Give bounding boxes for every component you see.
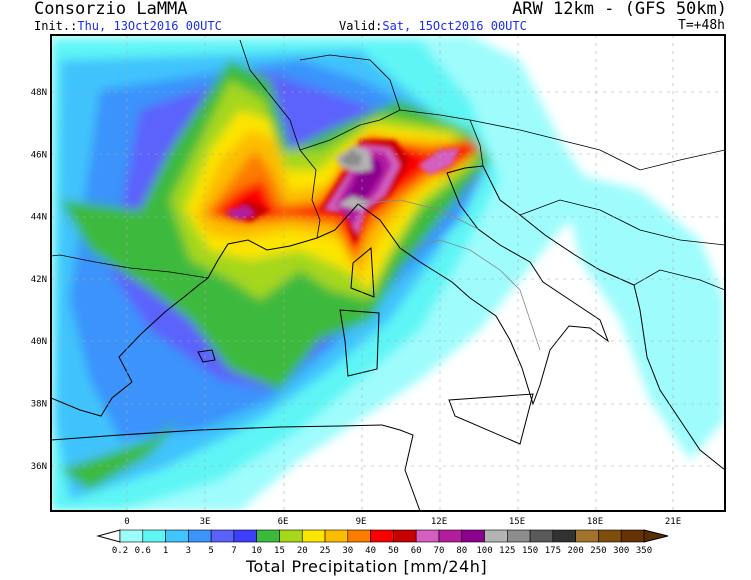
colorbar-level-label: 175 (545, 546, 561, 556)
precip-field (51, 35, 725, 511)
longitude-labels: 0 3E 6E 9E 12E 15E 18E 21E (124, 517, 681, 527)
colorbar-level-label: 350 (636, 546, 652, 556)
colorbar-level-label: 20 (297, 546, 308, 556)
colorbar-swatch (393, 529, 417, 543)
init-label: Init.: (34, 19, 78, 33)
lon-label: 21E (665, 517, 681, 527)
colorbar-swatch (142, 529, 166, 543)
lon-label: 0 (124, 517, 129, 527)
colorbar-swatch (301, 529, 326, 543)
model-title: ARW 12km - (GFS 50km) (512, 0, 727, 19)
colorbar-swatch (188, 529, 212, 543)
colorbar-swatch (279, 529, 303, 543)
colorbar-level-label: 100 (476, 546, 492, 556)
colorbar-swatch (119, 529, 144, 543)
coastlines (51, 165, 725, 511)
latitude-labels: 48N 46N 44N 42N 40N 38N 36N (31, 88, 47, 472)
lat-label: 44N (31, 213, 47, 223)
colorbar-level-label: 30 (342, 546, 353, 556)
colorbar-swatch (598, 529, 622, 543)
colorbar-level-label: 200 (568, 546, 584, 556)
lon-label: 9E (356, 517, 367, 527)
borders (51, 39, 725, 291)
valid-value: Sat, 15Oct2016 00UTC (382, 19, 527, 33)
colorbar-title: Total Precipitation [mm/24h] (246, 557, 488, 576)
colorbar-over-arrow (643, 529, 669, 543)
lat-label: 48N (31, 88, 47, 98)
regional-borders (357, 199, 541, 351)
colorbar-level-label: 300 (613, 546, 629, 556)
colorbar-level-label: 0.6 (135, 546, 151, 556)
gridlines (51, 35, 725, 511)
colorbar-swatch (507, 529, 531, 543)
colorbar-swatch (370, 529, 394, 543)
colorbar-level-label: 15 (274, 546, 285, 556)
colorbar-level-label: 25 (320, 546, 331, 556)
colorbar-level-label: 60 (411, 546, 422, 556)
colorbar-swatch (165, 529, 189, 543)
colorbar-swatch (620, 529, 645, 543)
colorbar-level-label: 10 (251, 546, 262, 556)
colorbar-level-label: 70 (434, 546, 445, 556)
lon-label: 12E (431, 517, 447, 527)
colorbar-level-label: 250 (590, 546, 606, 556)
colorbar-level-label: 150 (522, 546, 538, 556)
forecast-step: T=+48h (678, 18, 725, 33)
map-frame (50, 34, 726, 512)
colorbar-swatch (484, 529, 508, 543)
lat-label: 46N (31, 150, 47, 160)
colorbar-level-label: 7 (231, 546, 236, 556)
colorbar-level-label: 80 (456, 546, 467, 556)
colorbar-level-label: 125 (499, 546, 515, 556)
colorbar-level-label: 50 (388, 546, 399, 556)
org-title: Consorzio LaMMA (34, 0, 188, 19)
lon-label: 3E (200, 517, 211, 527)
colorbar-swatch (529, 529, 554, 543)
lat-label: 36N (31, 462, 47, 472)
lat-label: 38N (31, 400, 47, 410)
colorbar-swatch (461, 529, 485, 543)
init-time: Init.:Thu, 13Oct2016 00UTC (34, 19, 222, 33)
colorbar-swatch (210, 529, 235, 543)
colorbar-swatch (415, 529, 440, 543)
lon-label: 18E (587, 517, 603, 527)
colorbar-swatch (347, 529, 371, 543)
colorbar-level-label: 3 (186, 546, 191, 556)
colorbar-under-arrow (96, 529, 121, 543)
lat-label: 40N (31, 337, 47, 347)
valid-time: Valid:Sat, 15Oct2016 00UTC (339, 19, 527, 33)
valid-label: Valid: (339, 19, 383, 33)
colorbar-level-label: 40 (365, 546, 376, 556)
colorbar-swatch (438, 529, 463, 543)
colorbar-swatch (256, 529, 280, 543)
colorbar-swatch (233, 529, 257, 543)
lon-label: 6E (278, 517, 289, 527)
colorbar-swatch (575, 529, 599, 543)
colorbar-level-label: 5 (208, 546, 213, 556)
colorbar: 0.2 0.6 1 3 5 7 10 15 20 25 30 40 50 60 70 80 100 125 150 1… (96, 529, 669, 556)
init-value: Thu, 13Oct2016 00UTC (77, 19, 222, 33)
colorbar-level-label: 1 (163, 546, 168, 556)
colorbar-swatch (552, 529, 576, 543)
colorbar-swatch (324, 529, 349, 543)
lat-label: 42N (31, 275, 47, 285)
colorbar-level-label: 0.2 (112, 546, 128, 556)
lon-label: 15E (509, 517, 525, 527)
